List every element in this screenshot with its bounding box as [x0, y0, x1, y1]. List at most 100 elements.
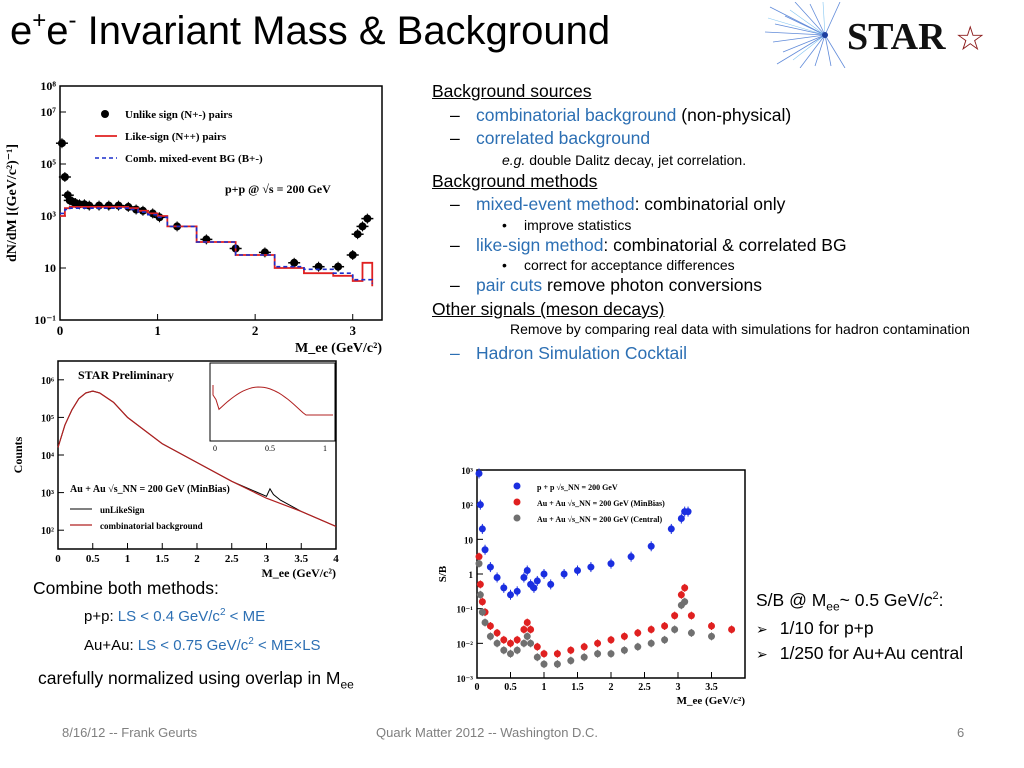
y-axis-label: dN/dM [(GeV/c²)⁻¹] — [5, 144, 20, 262]
data-point — [358, 222, 367, 231]
data-point — [507, 650, 514, 658]
chart-pp-invariant-mass: 0 1 2 3 10⁻¹ 10 10³ 10⁵ 10⁷ 10⁸ M_ee (GeV/c²) dN/dM… — [5, 79, 383, 356]
data-point — [493, 573, 501, 581]
x-tick-label: 3 — [264, 553, 270, 565]
data-point — [513, 646, 521, 654]
y-tick-label: 10⁻¹ — [34, 313, 56, 327]
x-tick-label: 1 — [154, 323, 161, 338]
x-tick-label: 3.5 — [705, 682, 718, 693]
data-point — [475, 553, 483, 561]
data-point — [634, 643, 642, 651]
y-tick-label: 10⁻³ — [457, 674, 474, 684]
data-point — [533, 653, 541, 661]
x-tick-label: 2.5 — [638, 682, 651, 693]
data-point — [486, 632, 494, 640]
bullet-combinatorial: – combinatorial background (non-physical) — [450, 104, 792, 125]
data-point — [647, 625, 655, 633]
chart-auau-counts: 0 0.5 1 1.5 2 2.5 3 3.5 4 10² 10³ 10⁴ 10⁵ 10⁶ M_ee (Ge… — [11, 360, 339, 580]
data-point — [627, 553, 635, 561]
data-point — [527, 639, 535, 647]
data-point — [353, 230, 362, 239]
data-point — [476, 580, 484, 588]
data-point — [533, 577, 541, 585]
pp-condition: p+p: LS < 0.4 GeV/c2 < ME — [84, 607, 266, 625]
x-axis-label: M_ee (GeV/c²) — [295, 341, 382, 356]
x-tick-label: 0 — [57, 323, 64, 338]
bullet-remove-by: Remove by comparing real data with simul… — [510, 321, 970, 338]
legend-label: unLikeSign — [100, 505, 145, 515]
data-point — [671, 612, 679, 620]
inset-x-tick-label: 1 — [323, 444, 327, 453]
y-tick-label: 10⁶ — [41, 376, 54, 387]
y-tick-label: 10 — [44, 261, 56, 275]
data-point — [500, 646, 508, 654]
y-axis-label: Counts — [11, 436, 25, 473]
data-point — [560, 570, 568, 578]
bullet-correlated: – correlated background — [450, 128, 651, 149]
x-tick-label: 3 — [349, 323, 356, 338]
data-point — [728, 625, 736, 633]
y-tick-label: 10³ — [461, 466, 473, 476]
data-point — [594, 650, 602, 658]
data-point — [684, 508, 692, 516]
data-point — [334, 262, 343, 271]
data-point — [57, 139, 66, 148]
data-point — [481, 619, 489, 627]
data-point — [594, 639, 602, 647]
combine-methods-text: Combine both methods: — [33, 578, 219, 598]
data-point — [677, 515, 685, 523]
data-point — [60, 173, 69, 181]
sb-summary: S/B @ Mee~ 0.5 GeV/c2: ➢ 1/10 for p+p ➢ 1/… — [756, 588, 963, 667]
bullet-improve-stats: • improve statistics — [502, 217, 632, 234]
y-tick-label: 10⁸ — [40, 79, 56, 93]
data-point — [476, 501, 484, 509]
sb-line: S/B @ Mee~ 0.5 GeV/c2: — [756, 590, 944, 614]
chart-title: STAR Preliminary — [78, 368, 174, 382]
data-point — [677, 591, 685, 599]
data-point — [475, 469, 483, 477]
data-point — [607, 636, 615, 644]
data-point — [540, 650, 548, 658]
x-tick-label: 4 — [333, 553, 339, 565]
legend-marker — [513, 498, 521, 506]
data-point — [587, 563, 595, 571]
sb-item-auau: ➢ 1/250 for Au+Au central — [756, 643, 964, 664]
bullet-mixed-event: – mixed-event method: combinatorial only — [450, 194, 786, 215]
legend-label: Comb. mixed-event BG (B+-) — [125, 153, 263, 165]
arrow-icon: ➢ — [756, 647, 768, 664]
data-point — [567, 657, 575, 665]
y-tick-label: 10² — [41, 526, 54, 537]
data-point — [620, 646, 628, 654]
series-line-2 — [60, 207, 374, 284]
y-tick-label: 10⁴ — [41, 451, 54, 462]
chart-signal-to-background: 0 0.5 1 1.5 2 2.5 3 3.5 10⁻³ 10⁻² 10⁻¹ 1 10 10² 10³ M_e… — [437, 466, 746, 707]
logo-star-icon: ☆ — [955, 21, 985, 58]
data-point — [290, 258, 299, 267]
bullet-list: Background sources – combinatorial backgr… — [432, 80, 1022, 366]
data-point — [533, 643, 541, 651]
y-tick-label: 10 — [464, 535, 474, 545]
data-point — [500, 584, 508, 592]
normalization-text: carefully normalized using overlap in Me… — [38, 668, 354, 692]
data-point — [493, 639, 501, 647]
data-point — [523, 632, 531, 640]
slide-title: e+e- Invariant Mass & Background — [10, 7, 611, 53]
x-tick-label: 1.5 — [155, 553, 169, 565]
data-point — [520, 625, 528, 633]
data-point — [687, 612, 695, 620]
data-point — [647, 639, 655, 647]
data-point — [513, 636, 521, 644]
data-point — [507, 591, 514, 599]
bullet-pair-cuts: – pair cuts remove photon conversions — [450, 275, 762, 296]
data-point — [647, 542, 655, 550]
legend-label: Au + Au √s_NN = 200 GeV (MinBias) — [537, 499, 665, 508]
data-point — [478, 598, 486, 606]
bullet-like-sign: – like-sign method: combinatorial & corre… — [450, 234, 847, 255]
y-tick-label: 10⁻¹ — [457, 605, 474, 615]
x-tick-label: 2.5 — [225, 553, 239, 565]
y-tick-label: 10⁷ — [40, 105, 56, 119]
x-tick-label: 1 — [542, 682, 547, 693]
x-axis-label: M_ee (GeV/c²) — [677, 695, 746, 707]
data-point — [681, 598, 689, 606]
data-point — [553, 650, 561, 658]
